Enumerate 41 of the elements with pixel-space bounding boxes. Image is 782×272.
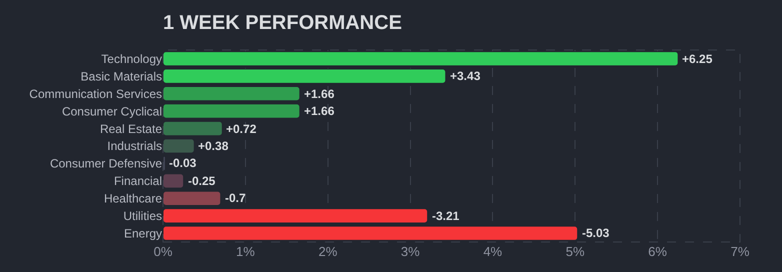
data-label: +1.66 [304, 87, 335, 101]
x-tick-label: 5% [566, 244, 585, 259]
chart-title: 1 WEEK PERFORMANCE [163, 12, 402, 34]
bar [163, 86, 300, 102]
data-label: -5.03 [582, 226, 610, 240]
bar [163, 120, 223, 136]
x-tick-label: 0% [154, 244, 173, 259]
y-tick-label: Consumer Defensive [50, 156, 162, 171]
data-label: -0.7 [225, 191, 246, 205]
bar [163, 68, 446, 84]
y-tick-label: Real Estate [100, 122, 162, 136]
y-tick-label: Healthcare [104, 192, 162, 206]
y-tick-label: Consumer Cyclical [62, 104, 162, 118]
bar [163, 103, 300, 119]
bar [163, 190, 222, 206]
y-tick-label: Energy [124, 226, 162, 240]
bar [163, 208, 428, 224]
data-label: +3.43 [450, 69, 481, 83]
x-tick-label: 7% [730, 244, 750, 259]
x-tick-label: 1% [236, 244, 256, 259]
data-label: +1.66 [304, 104, 335, 118]
data-label: -3.21 [432, 209, 460, 223]
x-tick-label: 6% [648, 244, 668, 259]
data-label: -0.03 [169, 156, 197, 170]
y-tick-label: Utilities [123, 209, 162, 224]
bar [163, 138, 195, 154]
bar [163, 51, 679, 66]
y-tick-label: Technology [101, 52, 162, 66]
x-tick-label: 2% [318, 244, 338, 259]
x-tick-label: 4% [483, 244, 503, 259]
data-label: -0.25 [188, 174, 216, 188]
x-tick-label: 3% [400, 244, 420, 259]
y-tick-label: Financial [114, 174, 162, 188]
bar [163, 226, 578, 241]
data-label: +0.38 [198, 139, 229, 153]
y-tick-label: Basic Materials [80, 69, 162, 84]
bar [163, 173, 184, 189]
y-tick-label: Communication Services [29, 86, 162, 101]
data-label: +0.72 [226, 122, 257, 136]
y-tick-label: Industrials [107, 139, 162, 154]
data-label: +6.25 [682, 52, 713, 66]
